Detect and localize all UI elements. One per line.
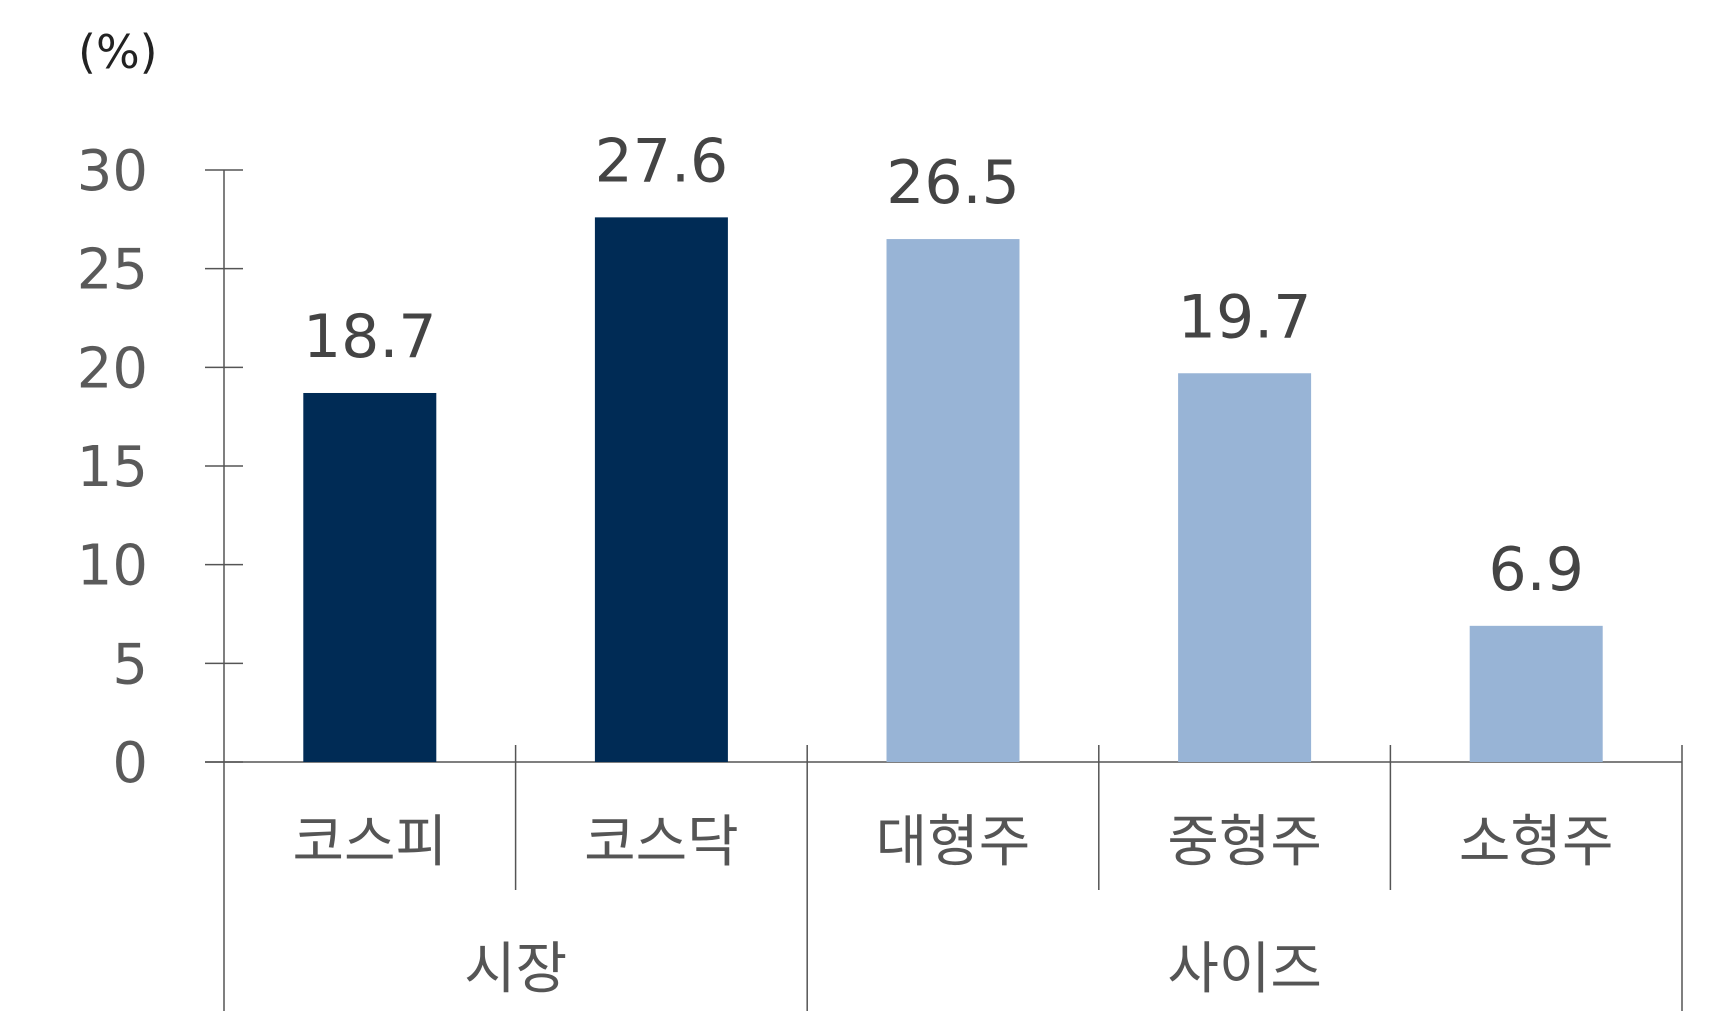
y-tick-label: 15 <box>77 435 148 500</box>
data-label: 6.9 <box>1488 535 1583 605</box>
category-label: 중형주 <box>1167 810 1322 875</box>
y-tick-label: 20 <box>77 336 148 401</box>
y-tick-label: 30 <box>77 139 148 204</box>
category-labels: 코스피 코스닥 대형주 중형주 소형주 <box>293 810 1614 875</box>
data-label: 18.7 <box>303 302 437 372</box>
y-axis-unit-label: (%) <box>78 25 158 79</box>
category-label: 코스닥 <box>584 810 739 875</box>
bar <box>1178 373 1312 762</box>
data-label: 26.5 <box>886 148 1020 218</box>
group-labels: 시장 사이즈 <box>464 937 1322 1002</box>
data-label: 19.7 <box>1178 282 1312 352</box>
group-label: 시장 <box>464 937 567 1002</box>
category-label: 대형주 <box>876 810 1031 875</box>
category-label: 코스피 <box>293 810 448 875</box>
bar <box>886 239 1020 763</box>
axes <box>205 170 1683 1011</box>
data-label: 27.6 <box>595 126 729 196</box>
bar <box>1469 625 1603 762</box>
y-axis-ticks: 0 5 10 15 20 25 30 <box>77 139 243 796</box>
category-label: 소형주 <box>1459 810 1614 875</box>
data-labels: 18.7 27.6 26.5 19.7 6.9 <box>303 126 1584 604</box>
y-tick-label: 25 <box>77 238 148 303</box>
y-tick-label: 10 <box>77 534 148 599</box>
bar <box>303 392 437 762</box>
bars <box>303 217 1603 763</box>
y-tick-label: 0 <box>112 731 148 796</box>
y-tick-label: 5 <box>112 632 148 697</box>
group-label: 사이즈 <box>1167 937 1322 1002</box>
bar <box>594 217 728 763</box>
